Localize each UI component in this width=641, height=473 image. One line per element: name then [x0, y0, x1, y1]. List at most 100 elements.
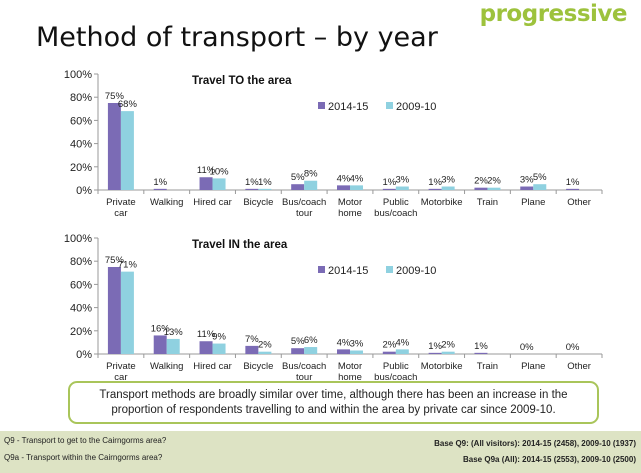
legend-label: 2009-10 [396, 101, 436, 113]
bar [120, 271, 134, 354]
data-label: 4% [337, 337, 351, 348]
legend-swatch [318, 266, 325, 273]
data-label: 3% [441, 175, 455, 186]
x-tick-label: Bicycle [243, 361, 273, 372]
x-tick-label: Motor home [338, 361, 362, 383]
bar [395, 186, 409, 190]
data-label: 7% [245, 334, 259, 345]
data-label: 0% [520, 342, 534, 353]
data-label: 4% [337, 173, 351, 184]
data-label: 3% [350, 339, 364, 350]
chart-travel-in: 0% 20% 40% 60% 80% 100% Travel IN the area 2014… [64, 233, 603, 383]
x-tick-label: Plane [521, 361, 545, 372]
data-label: 2% [441, 340, 455, 351]
bar [382, 188, 396, 190]
data-label: 11% [197, 165, 216, 176]
data-label: 2% [258, 340, 272, 351]
x-tick-label: Bus/coach tour [282, 361, 326, 383]
x-tick-label: Walking [150, 197, 183, 208]
x-tick-label: Motorbike [421, 361, 463, 372]
x-tick-label: Bicycle [243, 197, 273, 208]
bar [520, 186, 534, 190]
data-label: 10% [210, 166, 230, 177]
bar [441, 351, 455, 354]
summary-box: Transport methods are broadly similar ov… [68, 381, 599, 424]
data-label: 1% [474, 341, 488, 352]
y-tick-label: 0% [76, 185, 92, 197]
x-tick-label: Other [567, 197, 591, 208]
bar [337, 349, 350, 354]
y-tick-label: 100% [64, 233, 92, 245]
slide-title: Method of transport – by year [36, 22, 438, 53]
y-tick-label: 0% [76, 349, 92, 361]
bar [350, 185, 363, 190]
bar [350, 350, 363, 354]
chart-title: Travel TO the area [192, 75, 292, 87]
footnote-base-q9a: Base Q9a (All): 2014-15 (2553), 2009-10 … [463, 455, 636, 464]
data-label: 6% [304, 335, 318, 346]
data-label: 1% [428, 177, 442, 188]
bar [166, 338, 180, 354]
x-tick-label: Train [477, 197, 498, 208]
data-label: 2% [382, 340, 396, 351]
bar [474, 187, 488, 190]
data-label: 3% [395, 175, 409, 186]
y-tick-label: 60% [70, 279, 92, 291]
y-tick-label: 80% [70, 92, 92, 104]
progressive-logo: progressive [479, 1, 628, 27]
legend-swatch [318, 102, 325, 109]
bar [474, 352, 488, 354]
y-tick-label: 60% [70, 115, 92, 127]
data-label: 5% [291, 172, 305, 183]
x-tick-label: Hired car [193, 197, 232, 208]
bar [107, 267, 121, 354]
data-label: 1% [382, 177, 396, 188]
data-label: 1% [153, 177, 167, 188]
bar [153, 188, 167, 190]
legend-label: 2014-15 [328, 265, 368, 277]
y-tick-label: 20% [70, 326, 92, 338]
data-label: 71% [118, 260, 138, 271]
footnote-q9: Q9 - Transport to get to the Cairngorms … [4, 436, 167, 445]
bar [258, 188, 272, 190]
bar [304, 180, 318, 190]
bar [304, 347, 318, 354]
bar [487, 187, 501, 190]
summary-text: Transport methods are broadly similar ov… [99, 388, 568, 416]
y-tick-label: 80% [70, 256, 92, 268]
legend-label: 2009-10 [396, 265, 436, 277]
bar [245, 188, 259, 190]
data-label: 1% [245, 177, 259, 188]
data-label: 0% [566, 342, 580, 353]
bar [428, 352, 442, 354]
y-tick-label: 40% [70, 139, 92, 151]
data-label: 16% [151, 323, 171, 334]
bar [120, 111, 134, 190]
x-tick-label: Walking [150, 361, 183, 372]
footnote-base-q9: Base Q9: (All visitors): 2014-15 (2458),… [434, 439, 636, 448]
data-label: 4% [350, 173, 364, 184]
bar [212, 178, 226, 190]
data-label: 5% [533, 172, 547, 183]
data-label: 8% [304, 169, 318, 180]
bar [199, 177, 213, 190]
bar [258, 351, 272, 354]
bar [337, 185, 350, 190]
y-tick-label: 40% [70, 303, 92, 315]
data-label: 3% [520, 175, 534, 186]
x-tick-label: Private car [106, 361, 136, 383]
data-label: 2% [474, 176, 488, 187]
footnote-q9a: Q9a - Transport within the Cairngorms ar… [4, 453, 163, 462]
x-tick-label: Plane [521, 197, 545, 208]
data-label: 1% [258, 177, 272, 188]
data-label: 4% [395, 337, 409, 348]
data-label: 13% [164, 327, 184, 338]
data-label: 75% [105, 255, 125, 266]
legend-label: 2014-15 [328, 101, 368, 113]
data-label: 11% [197, 329, 216, 340]
bar [245, 345, 259, 354]
chart-title: Travel IN the area [192, 239, 288, 251]
bar [382, 351, 396, 354]
x-tick-label: Bus/coach tour [282, 197, 326, 219]
footer: Q9 - Transport to get to the Cairngorms … [0, 431, 641, 473]
